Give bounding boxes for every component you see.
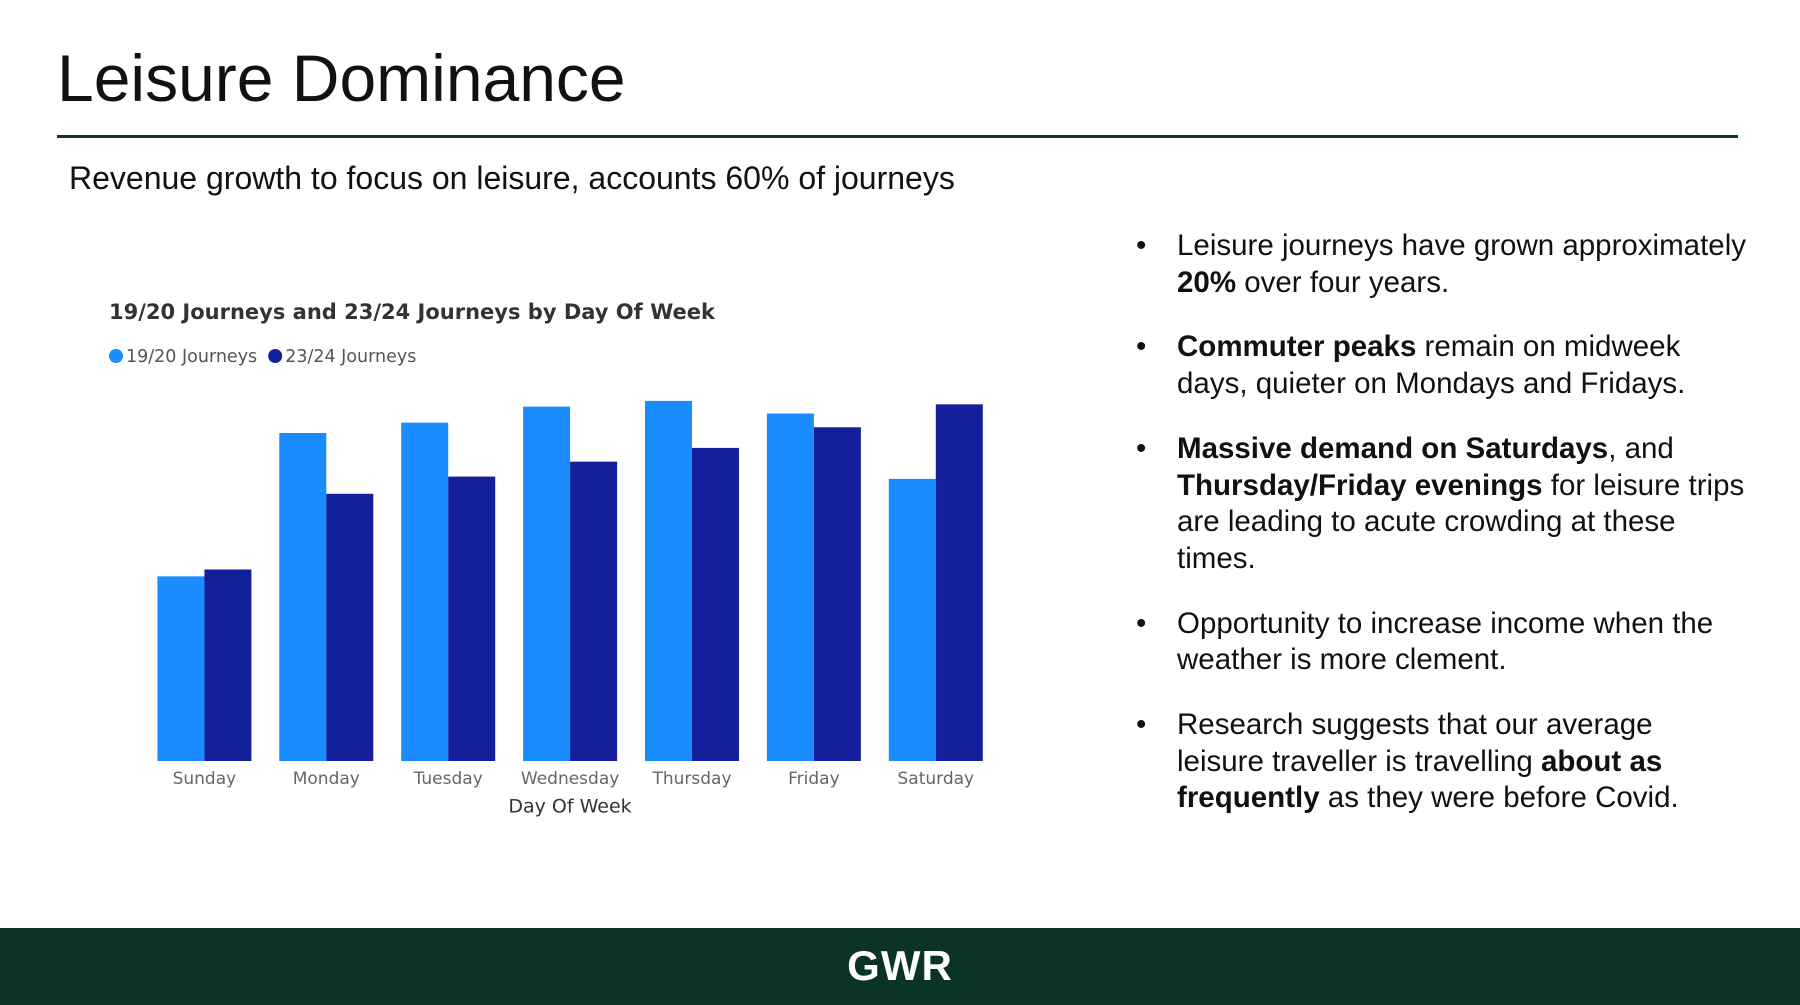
x-tick-label: Wednesday: [521, 769, 619, 789]
x-axis-title: Day Of Week: [508, 796, 631, 818]
slide-title: Leisure Dominance: [57, 41, 626, 115]
bar: [888, 478, 936, 761]
bullet-text: Leisure journeys have grown approximatel…: [1177, 229, 1746, 262]
chart-title: 19/20 Journeys and 23/24 Journeys by Day…: [109, 300, 716, 324]
bullet: Commuter peaks remain on midweek days, q…: [1136, 329, 1747, 402]
bullet-text: for leisure trips are leading to acute c…: [1177, 468, 1745, 575]
bar: [157, 576, 205, 761]
bullet-text: , and: [1608, 431, 1674, 465]
x-tick-label: Tuesday: [413, 769, 483, 789]
bar: [766, 413, 814, 761]
title-rule: [57, 135, 1738, 138]
x-tick-label: Friday: [788, 769, 840, 789]
legend-marker: [268, 349, 283, 363]
footer: GWR: [0, 928, 1800, 1005]
x-tick-label: Monday: [293, 769, 360, 789]
bar: [523, 406, 571, 761]
bullet-text: Commuter peaks: [1177, 330, 1417, 364]
bullet: Research suggests that our average leisu…: [1136, 707, 1747, 817]
bar: [448, 476, 496, 761]
logo: GWR: [847, 942, 953, 989]
bullet-text: 20%: [1177, 265, 1237, 299]
x-tick-label: Thursday: [651, 769, 731, 789]
slide-subtitle: Revenue growth to focus on leisure, acco…: [69, 160, 955, 196]
bar: [570, 461, 618, 761]
bullet: Opportunity to increase income when the …: [1136, 606, 1747, 679]
chart: 19/20 Journeys and 23/24 Journeys by Day…: [109, 300, 983, 818]
legend-label: 19/20 Journeys: [126, 347, 257, 367]
bullet-text: Opportunity to increase income when the …: [1177, 606, 1714, 677]
bullet-text: Research suggests that our average leisu…: [1177, 708, 1653, 778]
bullet-text: as they were before Covid.: [1319, 781, 1679, 815]
bullet-list: Leisure journeys have grown approximatel…: [1136, 228, 1756, 845]
bullet-text: remain on midweek days, quieter on Monda…: [1177, 330, 1686, 401]
legend-label: 23/24 Journeys: [285, 347, 416, 367]
bullet-text: Massive demand on Saturdays: [1177, 431, 1609, 465]
bar: [326, 493, 374, 761]
legend-marker: [109, 349, 123, 363]
bar: [279, 432, 327, 761]
x-tick-label: Sunday: [173, 769, 237, 789]
bullet: Massive demand on Saturdays, and Thursda…: [1136, 431, 1747, 578]
bar: [692, 447, 739, 761]
bar: [935, 404, 983, 761]
bar: [645, 400, 692, 761]
x-tick-label: Saturday: [897, 769, 974, 789]
bullet-text: Thursday/Friday evenings: [1177, 468, 1543, 502]
bar: [401, 422, 449, 761]
bar: [813, 427, 861, 761]
bullet-text: over four years.: [1236, 265, 1450, 299]
bullet: Leisure journeys have grown approximatel…: [1136, 228, 1747, 301]
bar: [204, 569, 252, 761]
bullet-text: about as frequently: [1177, 744, 1663, 815]
